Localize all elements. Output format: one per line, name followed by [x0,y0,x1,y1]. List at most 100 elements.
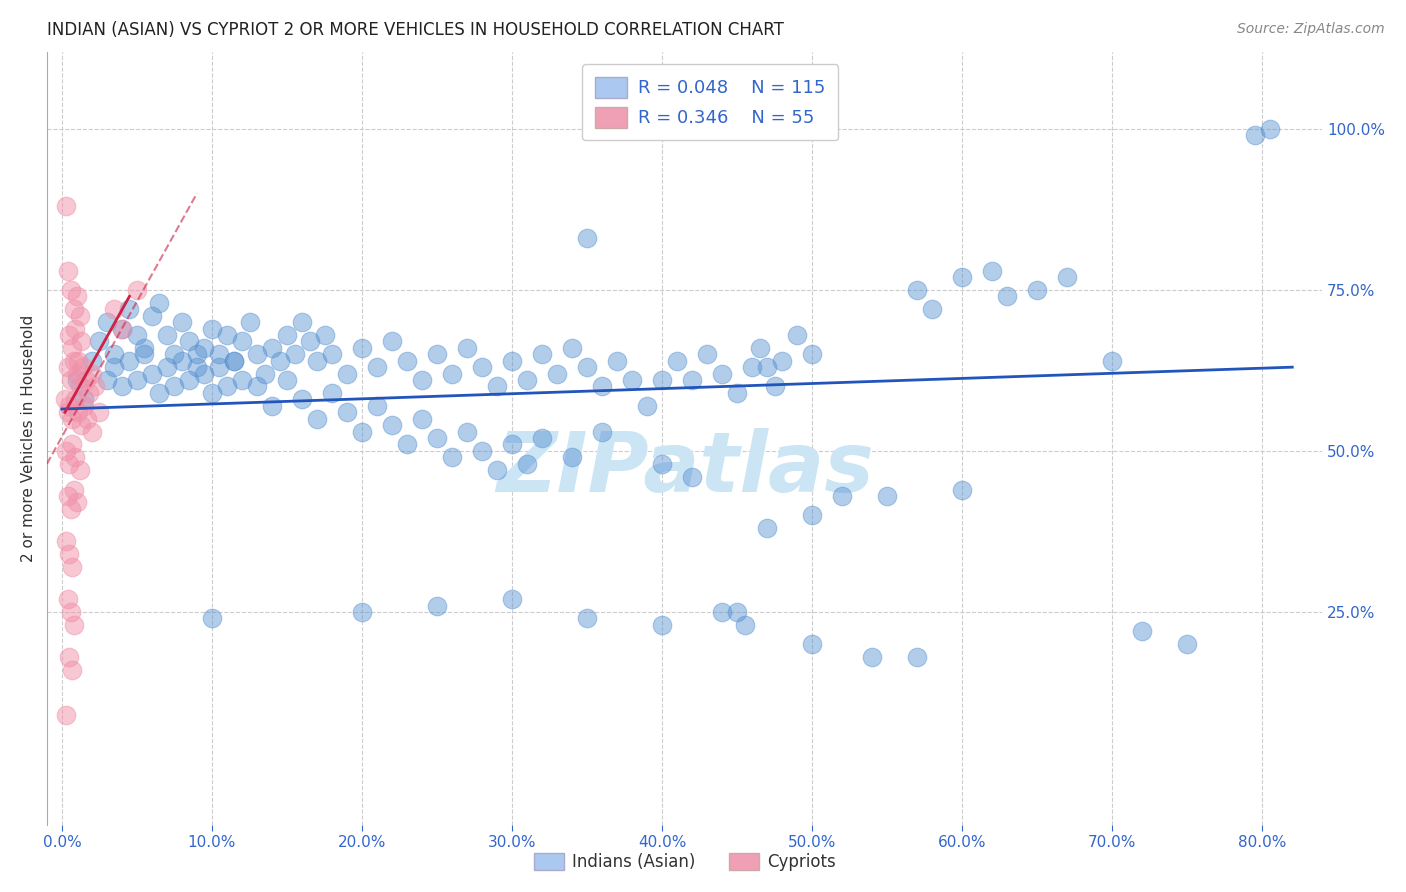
Point [89,334,111,349]
Point [396,353,419,368]
Point [291,392,314,407]
Point [725,605,748,619]
Point [80,353,103,368]
Point [531,431,554,445]
Point [276,373,298,387]
Point [186,360,208,375]
Point [995,289,1018,303]
Point [193,367,215,381]
Text: Source: ZipAtlas.com: Source: ZipAtlas.com [1237,22,1385,37]
Point [831,489,853,503]
Point [208,347,231,361]
Point [63,483,86,497]
Point [148,295,170,310]
Point [456,341,478,355]
Point [801,637,824,651]
Point [441,367,464,381]
Point [531,347,554,361]
Point [65,392,87,407]
Point [246,347,269,361]
Point [576,611,599,625]
Point [770,353,793,368]
Point [224,353,246,368]
Point [1026,283,1049,297]
Point [591,425,613,439]
Point [96,373,118,387]
Point [350,425,373,439]
Point [70,418,93,433]
Point [905,650,928,665]
Point [1175,637,1198,651]
Point [576,360,599,375]
Text: ZIPatlas: ZIPatlas [496,428,873,509]
Point [56,263,79,277]
Legend: Indians (Asian), Cypriots: Indians (Asian), Cypriots [527,847,842,878]
Point [59,605,82,619]
Point [1101,353,1123,368]
Point [246,379,269,393]
Point [55,534,77,549]
Point [231,334,253,349]
Point [681,373,703,387]
Point [501,353,523,368]
Point [486,379,509,393]
Point [80,367,103,381]
Point [756,521,779,535]
Point [111,379,134,393]
Point [681,469,703,483]
Point [516,373,538,387]
Point [651,618,673,632]
Point [651,457,673,471]
Point [366,360,388,375]
Point [69,463,91,477]
Point [501,592,523,607]
Text: INDIAN (ASIAN) VS CYPRIOT 2 OR MORE VEHICLES IN HOUSEHOLD CORRELATION CHART: INDIAN (ASIAN) VS CYPRIOT 2 OR MORE VEHI… [46,21,783,39]
Point [224,353,246,368]
Point [215,379,238,393]
Point [186,347,208,361]
Point [801,347,824,361]
Point [58,399,80,413]
Point [1258,121,1281,136]
Point [366,399,388,413]
Point [471,444,494,458]
Point [621,373,644,387]
Point [336,367,359,381]
Point [163,379,186,393]
Y-axis label: 2 or more Vehicles in Household: 2 or more Vehicles in Household [21,314,35,562]
Point [56,489,79,503]
Point [67,405,90,419]
Point [561,341,583,355]
Point [67,353,90,368]
Point [260,341,283,355]
Point [62,437,84,451]
Point [516,457,538,471]
Point [561,450,583,465]
Point [381,418,404,433]
Point [59,283,82,297]
Point [75,373,97,387]
Point [396,437,419,451]
Point [53,392,76,407]
Point [179,373,201,387]
Point [350,341,373,355]
Point [276,328,298,343]
Point [125,283,148,297]
Point [65,450,87,465]
Point [73,392,96,407]
Point [350,605,373,619]
Point [606,353,628,368]
Point [55,708,77,723]
Point [62,663,84,677]
Point [141,367,163,381]
Point [66,289,89,303]
Point [89,405,111,419]
Point [321,347,343,361]
Point [426,347,449,361]
Point [238,315,260,329]
Point [55,444,77,458]
Point [62,341,84,355]
Point [111,321,134,335]
Point [546,367,568,381]
Point [1243,128,1265,143]
